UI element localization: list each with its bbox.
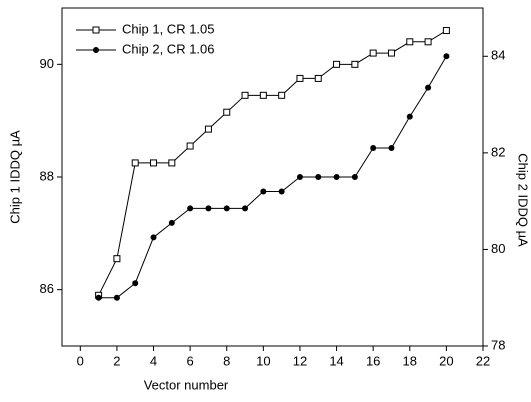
data-point (187, 205, 194, 212)
data-point (424, 38, 432, 46)
data-point (242, 205, 249, 212)
y-tick-label: 86 (40, 281, 54, 296)
data-point (333, 60, 341, 68)
data-point (150, 159, 158, 167)
legend-marker (92, 26, 100, 34)
data-point (443, 53, 450, 60)
x-tick-label: 12 (293, 353, 307, 368)
y-axis-label: Chip 1 IDDQ µA (7, 130, 22, 224)
data-point (314, 74, 322, 82)
y-tick-label: 88 (40, 168, 54, 183)
data-point (95, 294, 102, 301)
x-tick-label: 8 (223, 353, 230, 368)
x-tick-label: 2 (113, 353, 120, 368)
y2-axis-label: Chip 2 IDDQ µA (516, 153, 531, 247)
data-point (150, 234, 157, 241)
data-point (296, 174, 303, 180)
x-axis-label: Vector number (144, 377, 229, 392)
series-line (98, 56, 447, 299)
data-point (113, 255, 121, 263)
data-point (370, 145, 377, 152)
data-point (223, 108, 231, 116)
y2-tick-label: 84 (491, 48, 505, 63)
data-point (132, 280, 139, 287)
x-tick-label: 14 (329, 353, 343, 368)
legend-label: Chip 2, CR 1.06 (122, 41, 215, 56)
y2-tick-label: 78 (491, 337, 505, 352)
x-tick-label: 18 (403, 353, 417, 368)
x-tick-label: 0 (77, 353, 84, 368)
data-point (369, 49, 377, 57)
data-point (333, 174, 340, 180)
data-point (442, 27, 450, 35)
data-point (278, 188, 285, 195)
data-point (204, 125, 212, 133)
plot-frame (61, 7, 484, 347)
data-point (425, 84, 432, 91)
y-tick-label: 90 (40, 56, 54, 71)
data-point (131, 159, 139, 167)
x-tick-label: 6 (187, 353, 194, 368)
y2-tick-label: 82 (491, 144, 505, 159)
x-tick-label: 20 (439, 353, 453, 368)
data-point (241, 91, 249, 99)
data-point (388, 145, 395, 152)
data-point (351, 174, 358, 180)
data-point (315, 174, 322, 180)
legend-label: Chip 1, CR 1.05 (122, 21, 215, 36)
data-point (296, 74, 304, 82)
data-point (387, 49, 395, 57)
data-point (205, 205, 212, 212)
data-point (278, 91, 286, 99)
x-tick-label: 22 (476, 353, 490, 368)
data-point (351, 60, 359, 68)
data-point (223, 205, 230, 212)
data-point (168, 159, 176, 167)
data-point (406, 38, 414, 46)
x-tick-label: 16 (366, 353, 380, 368)
y2-tick-label: 80 (491, 241, 505, 256)
data-point (259, 91, 267, 99)
data-point (260, 188, 267, 195)
legend-marker (93, 47, 99, 53)
x-tick-label: 10 (256, 353, 270, 368)
data-point (406, 113, 413, 120)
data-point (186, 142, 194, 150)
data-point (168, 219, 175, 226)
data-point (113, 294, 120, 301)
x-tick-label: 4 (150, 353, 157, 368)
